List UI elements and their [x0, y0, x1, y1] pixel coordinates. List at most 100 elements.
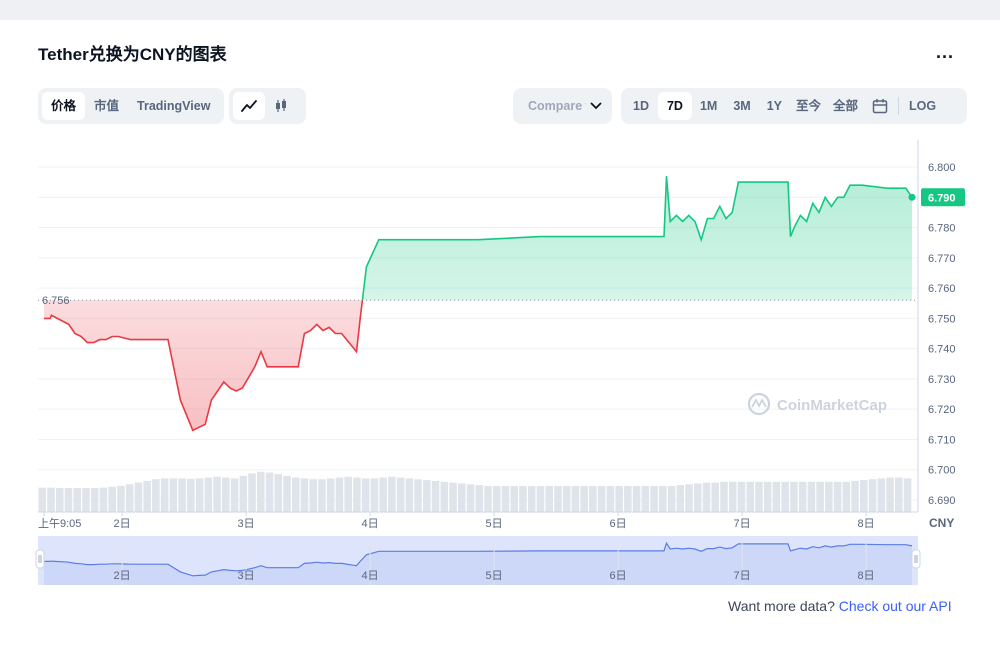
navigator-handle[interactable] — [35, 549, 45, 569]
view-tabs: 价格 市值 TradingView — [38, 88, 224, 124]
volume-bar — [501, 485, 510, 512]
compare-dropdown[interactable]: Compare with — [513, 88, 612, 124]
volume-bar — [825, 481, 833, 512]
volume-bar — [790, 481, 798, 512]
volume-bar — [484, 485, 492, 512]
y-tick-label: 6.770 — [928, 253, 956, 265]
tab-price[interactable]: 价格 — [42, 92, 86, 120]
volume-bar — [510, 485, 518, 512]
range-3m[interactable]: 3M — [733, 99, 751, 113]
navigator-area — [44, 543, 912, 585]
api-link[interactable]: Check out our API — [838, 598, 952, 614]
volume-bar — [423, 480, 431, 512]
volume-bar — [213, 476, 221, 512]
volume-bar — [798, 481, 807, 512]
navigator-tick-label: 4日 — [362, 570, 379, 582]
candlestick-icon[interactable] — [265, 92, 297, 120]
volume-bar — [728, 481, 737, 512]
x-tick-label: 7日 — [734, 518, 751, 530]
volume-bar — [143, 480, 151, 512]
volume-bar — [589, 485, 597, 512]
y-tick-label: 6.780 — [928, 223, 956, 235]
volume-bar — [571, 485, 580, 512]
volume-bar — [466, 484, 475, 512]
x-tick-label: 2日 — [114, 518, 131, 530]
range-selector: 1D 7D 1M 3M 1Y 至今 全部 LOG — [621, 88, 967, 124]
watermark-text: CoinMarketCap — [777, 397, 887, 414]
more-options-button[interactable]: ... — [936, 42, 955, 62]
volume-bar — [615, 485, 623, 512]
y-tick-label: 6.800 — [928, 162, 956, 174]
volume-bar — [702, 482, 711, 512]
chart-title: Tether兑换为CNY的图表 — [38, 45, 227, 64]
volume-bar — [99, 487, 108, 512]
volume-bar — [108, 486, 116, 512]
range-all[interactable]: 全部 — [833, 99, 859, 113]
volume-bar — [545, 485, 553, 512]
volume-bar — [431, 480, 440, 512]
tab-tradingview[interactable]: TradingView — [137, 99, 211, 113]
volume-bar — [47, 487, 55, 512]
navigator-handle[interactable] — [911, 549, 921, 569]
y-tick-label: 6.730 — [928, 374, 956, 386]
volume-bar — [711, 482, 720, 512]
log-scale-toggle[interactable]: LOG — [909, 99, 937, 113]
volume-bar — [160, 478, 169, 512]
current-price-text: 6.790 — [928, 192, 956, 204]
volume-bar — [117, 485, 125, 512]
area-below-baseline — [44, 300, 363, 431]
volume-bar — [335, 477, 344, 512]
volume-bar — [458, 483, 466, 512]
chart-style-toggle — [229, 88, 306, 124]
volume-bar — [169, 478, 178, 512]
volume-bar — [440, 481, 449, 512]
volume-bar — [230, 478, 239, 512]
tab-market-cap[interactable]: 市值 — [94, 99, 120, 113]
api-promo-text: Want more data? — [728, 598, 835, 614]
volume-bar — [283, 475, 291, 512]
volume-bar — [650, 485, 658, 512]
volume-bar — [475, 485, 484, 512]
api-promo: Want more data? Check out our API — [728, 598, 952, 614]
volume-bar — [134, 482, 143, 512]
y-tick-label: 6.700 — [928, 465, 956, 477]
volume-bar — [326, 478, 335, 512]
range-7d[interactable]: 7D — [657, 92, 692, 120]
range-1y[interactable]: 1Y — [766, 99, 783, 113]
calendar-icon[interactable] — [864, 92, 896, 120]
y-tick-label: 6.760 — [928, 283, 956, 295]
volume-bar — [720, 481, 728, 512]
volume-bar — [82, 488, 90, 512]
volume-bar — [300, 478, 309, 512]
volume-bar — [353, 477, 361, 512]
volume-bar — [807, 481, 816, 512]
volume-bar — [187, 478, 195, 512]
volume-bar — [291, 477, 300, 512]
volume-bar — [606, 485, 615, 512]
current-point — [908, 193, 916, 201]
volume-bar — [737, 481, 746, 512]
current-price-badge — [921, 188, 965, 207]
volume-bar — [816, 481, 824, 512]
volume-bar — [860, 480, 868, 512]
compare-label: Compare with — [528, 99, 586, 113]
range-1d[interactable]: 1D — [633, 99, 649, 113]
volume-bars — [38, 471, 912, 512]
volume-bar — [519, 485, 527, 512]
volume-bar — [624, 485, 632, 512]
volume-bar — [755, 481, 763, 512]
watermark: CoinMarketCap — [747, 392, 887, 416]
volume-bar — [772, 481, 781, 512]
volume-bar — [851, 480, 859, 512]
volume-bar — [554, 485, 562, 512]
volume-bar — [90, 488, 99, 512]
volume-bar — [178, 478, 186, 512]
line-chart-icon[interactable] — [233, 92, 265, 120]
y-tick-label: 6.750 — [928, 313, 956, 325]
baseline-label: 6.756 — [42, 295, 70, 307]
x-tick-label: 上午9:05 — [38, 517, 81, 530]
volume-bar — [379, 477, 387, 512]
range-1m[interactable]: 1M — [699, 99, 718, 113]
range-ytd[interactable]: 至今 — [796, 99, 822, 113]
volume-bar — [746, 481, 754, 512]
